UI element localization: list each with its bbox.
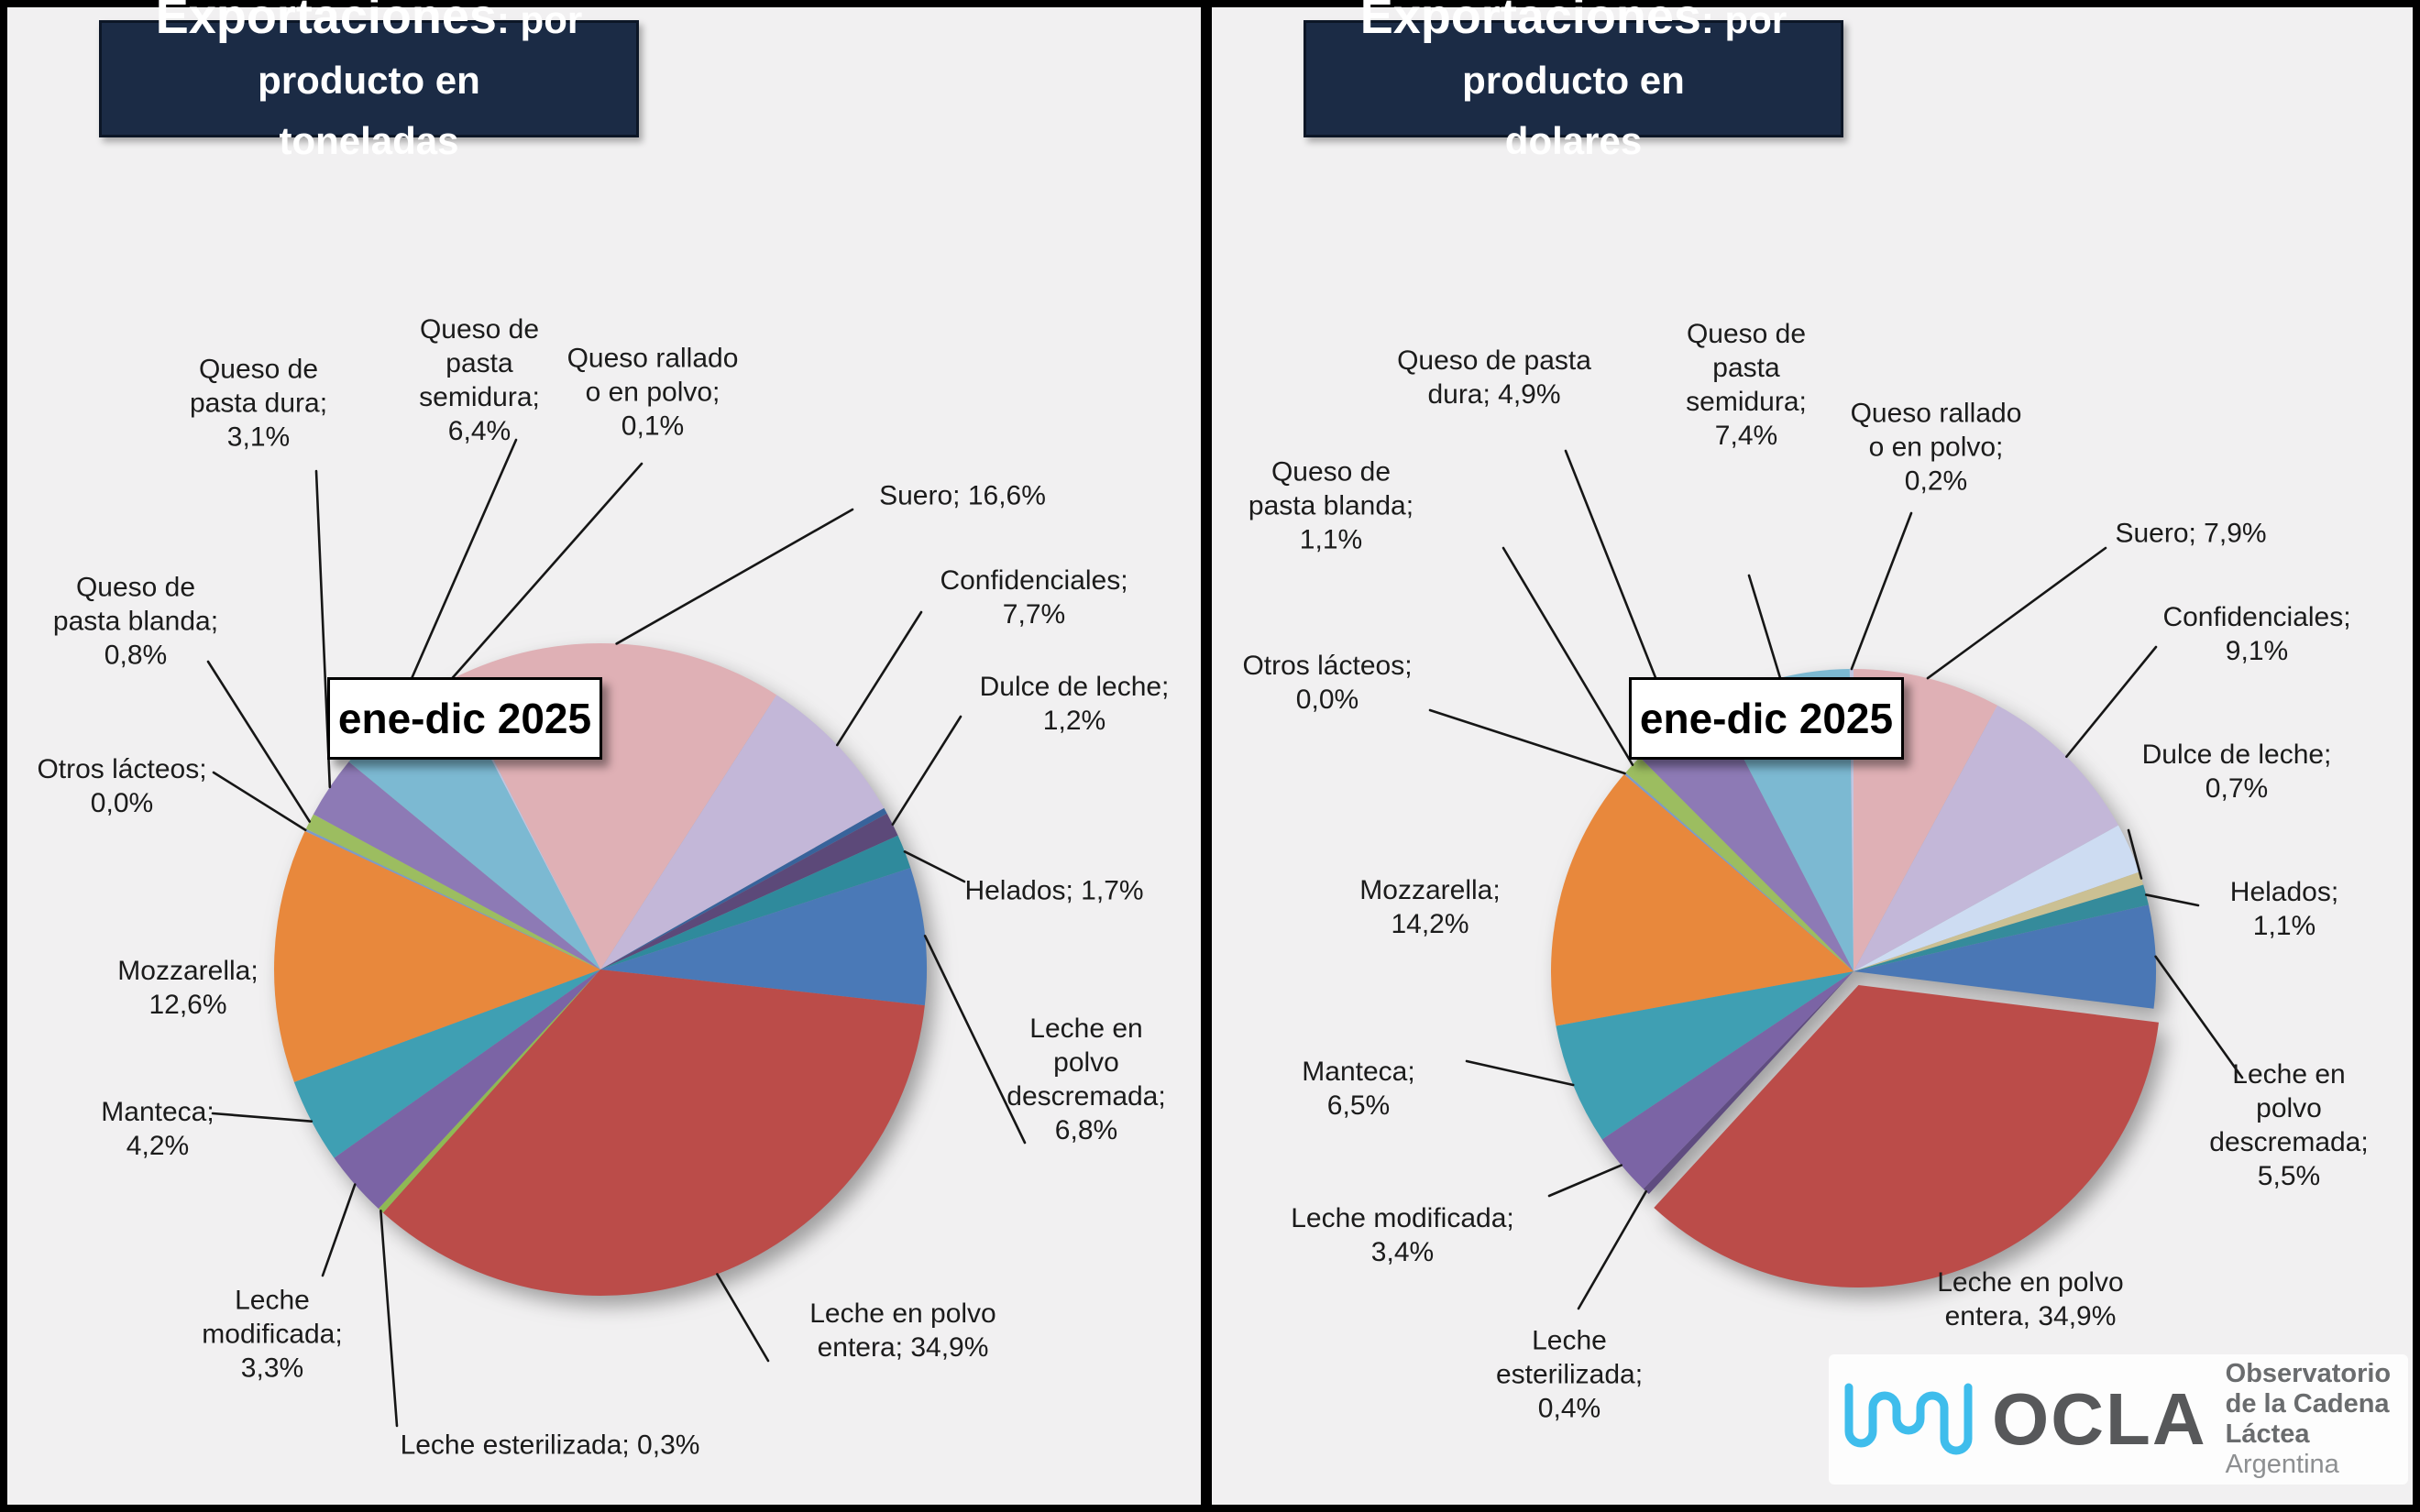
title-line-1: Exportaciones: por producto en (102, 0, 636, 115)
ocla-line2: de la Cadena Láctea (2225, 1389, 2390, 1449)
ocla-acronym: OCLA (1992, 1378, 2207, 1460)
title-line-2: dolares (1504, 119, 1643, 162)
period-label-toneladas: ene-dic 2025 (327, 677, 602, 760)
chart-title-dolares: Exportaciones: por producto en dolares (1304, 0, 1843, 162)
ocla-logo: OCLA Observatorio de la Cadena Láctea Ar… (1829, 1354, 2408, 1485)
title-word-exportaciones: Exportaciones (1359, 0, 1701, 44)
title-line-2: toneladas (279, 119, 459, 162)
title-line-1: Exportaciones: por producto en (1306, 0, 1841, 115)
ocla-line1: Observatorio (2225, 1359, 2392, 1388)
chart-title-toneladas: Exportaciones: por producto en toneladas (99, 0, 639, 162)
title-rest: : por producto en (1462, 0, 1788, 102)
panel-toneladas: Exportaciones: por producto en toneladas… (7, 0, 1201, 1505)
period-label-dolares: ene-dic 2025 (1629, 677, 1904, 760)
ocla-line3: Argentina (2225, 1450, 2339, 1479)
ocla-wave-icon (1844, 1383, 1973, 1455)
title-rest: : por producto en (258, 0, 583, 102)
ocla-subtitle: Observatorio de la Cadena Láctea Argenti… (2226, 1359, 2408, 1480)
title-word-exportaciones: Exportaciones (155, 0, 497, 44)
panel-dolares: Exportaciones: por producto en dolares e… (1212, 0, 2413, 1505)
